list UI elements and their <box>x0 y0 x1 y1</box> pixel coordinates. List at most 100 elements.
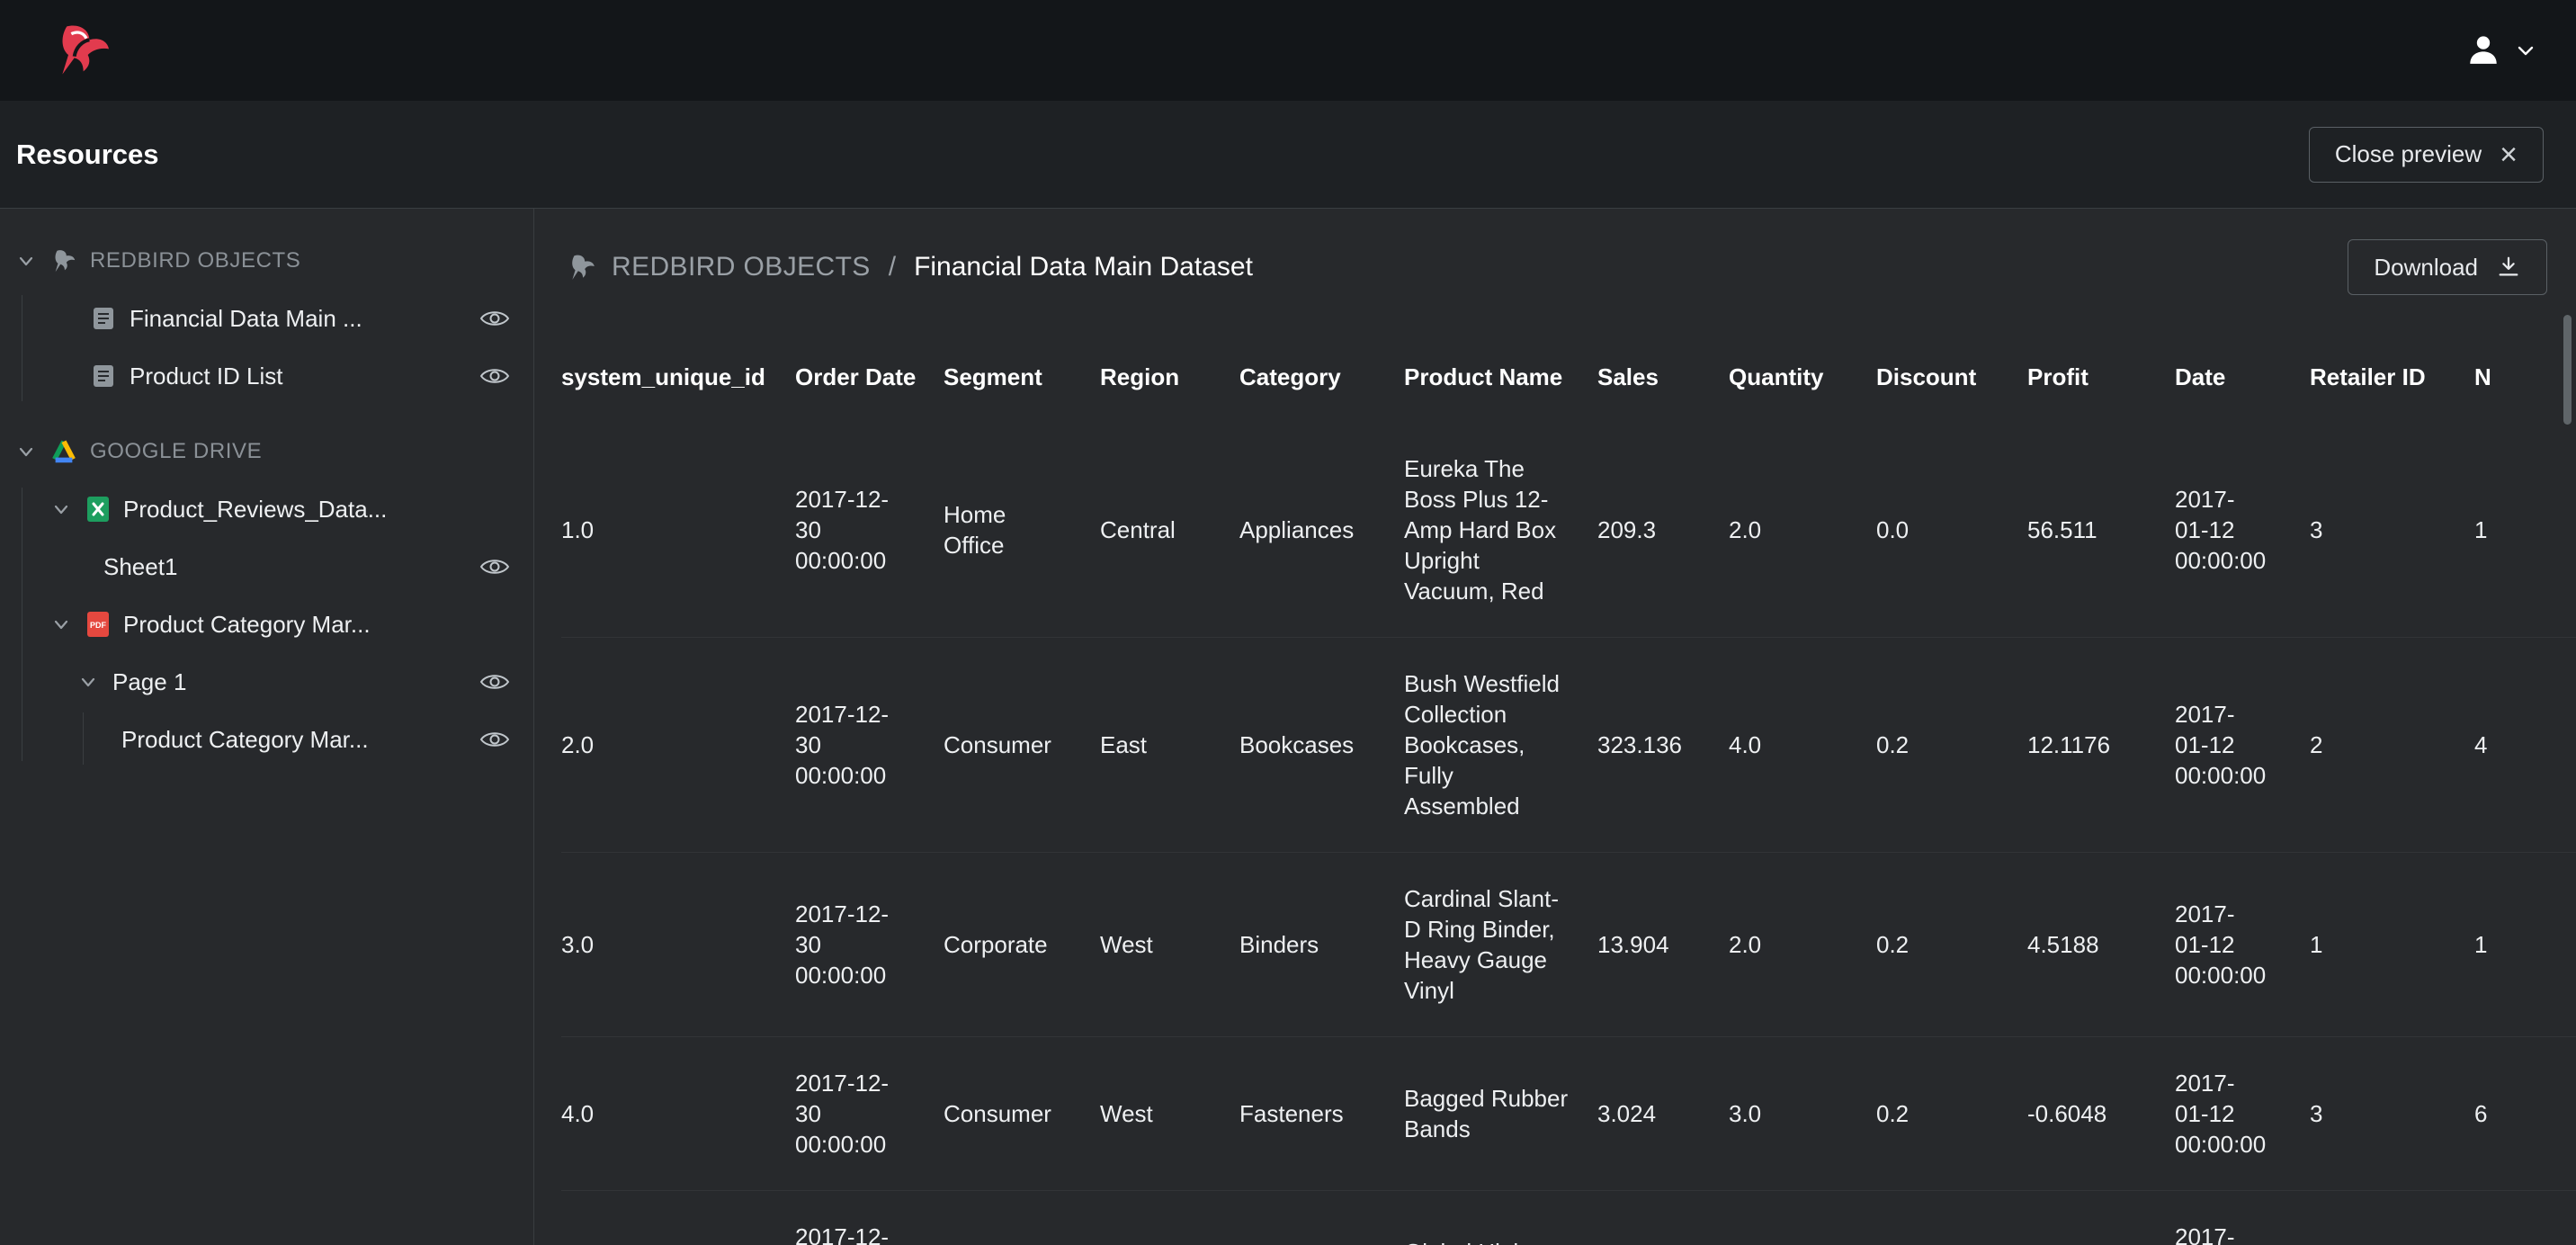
column-header: Category <box>1239 363 1341 390</box>
breadcrumb-separator: / <box>888 252 897 282</box>
table-header-row: system_unique_id Order Date Segment Regi… <box>561 326 2576 423</box>
table-cell: 323.136 <box>1597 637 1729 853</box>
tree-item-product-category-pdf[interactable]: PDF Product Category Mar... <box>0 596 533 653</box>
eye-icon <box>479 732 510 747</box>
resource-tree: REDBIRD OBJECTS Financial Data Main ... … <box>0 209 534 1245</box>
tree-section-label: REDBIRD OBJECTS <box>90 248 301 273</box>
preview-toggle[interactable] <box>479 364 510 388</box>
breadcrumb: REDBIRD OBJECTS / Financial Data Main Da… <box>567 252 1253 282</box>
preview-panel: REDBIRD OBJECTS / Financial Data Main Da… <box>534 209 2576 1245</box>
pdf-icon: PDF <box>87 612 109 637</box>
table-cell: 12.1176 <box>2027 637 2175 853</box>
user-menu[interactable] <box>2464 31 2536 69</box>
eye-icon <box>479 369 510 383</box>
table-cell: Bagged Rubber Bands <box>1404 1036 1597 1191</box>
table-cell: -0.6048 <box>2027 1036 2175 1191</box>
preview-header: REDBIRD OBJECTS / Financial Data Main Da… <box>534 209 2576 326</box>
table-cell: 3.0 <box>1729 1036 1876 1191</box>
preview-toggle[interactable] <box>479 555 510 578</box>
table-cell <box>1100 1190 1239 1245</box>
table-cell: 4.0 <box>561 1036 795 1191</box>
table-cell: Appliances <box>1239 516 1355 543</box>
table-cell <box>1597 1190 1729 1245</box>
hummingbird-logo[interactable] <box>50 23 113 77</box>
breadcrumb-root[interactable]: REDBIRD OBJECTS <box>612 252 871 282</box>
data-table: system_unique_id Order Date Segment Regi… <box>561 326 2576 1245</box>
table-row: 4.0 2017-12-30 00:00:00 Consumer West Fa… <box>561 1036 2576 1191</box>
table-cell: 3.0 <box>561 852 795 1037</box>
bird-icon <box>55 250 76 273</box>
table-cell: 2017-01-12 00:00:00 <box>2175 486 2267 574</box>
column-header: Retailer ID <box>2310 363 2426 390</box>
tree-item-financial-data-main[interactable]: Financial Data Main ... <box>0 290 533 347</box>
table-cell: 1 <box>2474 516 2488 543</box>
table-cell <box>2474 1190 2576 1245</box>
table-cell: West <box>1100 1036 1239 1191</box>
column-header: Profit <box>2027 363 2089 390</box>
tree-item-product-category-page[interactable]: Product Category Mar... <box>0 711 533 768</box>
tree-item-product-id-list[interactable]: Product ID List <box>0 347 533 405</box>
tree-section-redbird-objects[interactable]: REDBIRD OBJECTS <box>0 232 533 290</box>
column-header: Region <box>1100 363 1180 390</box>
column-header: Date <box>2175 363 2226 390</box>
table-cell: Cardinal Slant-D Ring Binder, Heavy Gaug… <box>1404 852 1597 1037</box>
table-cell <box>2310 1190 2474 1245</box>
breadcrumb-current: Financial Data Main Dataset <box>914 252 1253 282</box>
table-cell <box>944 1190 1100 1245</box>
tree-item-sheet1[interactable]: Sheet1 <box>0 538 533 596</box>
content-area: REDBIRD OBJECTS Financial Data Main ... … <box>0 209 2576 1245</box>
column-header: N <box>2474 363 2491 390</box>
drive-icon <box>52 440 76 463</box>
table-cell <box>1239 1190 1404 1245</box>
download-icon <box>2499 256 2518 276</box>
preview-toggle[interactable] <box>479 728 510 751</box>
vertical-scrollbar-thumb[interactable] <box>2563 315 2572 425</box>
preview-toggle[interactable] <box>479 307 510 330</box>
tree-item-label: Product Category Mar... <box>121 725 369 753</box>
chevron-down-icon[interactable] <box>76 670 100 694</box>
chevron-down-icon[interactable] <box>14 249 38 273</box>
table-cell: 1 <box>2474 852 2576 1037</box>
column-header: Discount <box>1876 363 1977 390</box>
eye-icon <box>479 311 510 326</box>
table-cell: 209.3 <box>1597 516 1657 543</box>
table-cell: 0.2 <box>1876 637 2027 853</box>
table-cell <box>561 1190 795 1245</box>
table-cell: 4.5188 <box>2027 852 2175 1037</box>
preview-toggle[interactable] <box>479 670 510 694</box>
close-preview-button[interactable]: Close preview × <box>2308 126 2544 183</box>
table-cell <box>2027 1190 2175 1245</box>
table-cell: 1 <box>2310 852 2474 1037</box>
column-header: Sales <box>1597 363 1659 390</box>
tree-item-page-1[interactable]: Page 1 <box>0 653 533 711</box>
tree-item-label: Sheet1 <box>103 552 178 580</box>
chevron-down-icon[interactable] <box>49 613 73 636</box>
table-cell: 4 <box>2474 637 2576 853</box>
table-cell <box>1876 1190 2027 1245</box>
download-button[interactable]: Download <box>2348 239 2547 295</box>
close-icon: × <box>2500 137 2518 172</box>
table-cell: 2017-01-12 00:00:00 <box>2175 1036 2310 1191</box>
chevron-down-icon[interactable] <box>49 497 73 521</box>
table-cell: Central <box>1100 516 1176 543</box>
table-cell: 1.0 <box>561 516 595 543</box>
table-cell: 3 <box>2310 1036 2474 1191</box>
table-cell: Consumer <box>944 637 1100 853</box>
column-header: Quantity <box>1729 363 1824 390</box>
column-header: Order Date <box>795 363 917 390</box>
tree-item-product-reviews-data[interactable]: Product_Reviews_Data... <box>0 480 533 538</box>
table-cell: 2017-12-30 00:00:00 <box>795 1190 944 1245</box>
table-cell: Global High-Back Leather <box>1404 1190 1597 1245</box>
table-cell: 2017-12-30 00:00:00 <box>795 852 944 1037</box>
app-topbar <box>0 0 2576 101</box>
tree-section-google-drive[interactable]: GOOGLE DRIVE <box>0 423 533 480</box>
tree-item-label: Page 1 <box>112 667 187 695</box>
download-label: Download <box>2374 253 2478 281</box>
data-table-container: system_unique_id Order Date Segment Regi… <box>534 326 2576 1245</box>
table-cell: 3.024 <box>1597 1036 1729 1191</box>
chevron-down-icon[interactable] <box>14 440 38 463</box>
spreadsheet-icon <box>87 497 109 522</box>
table-cell: 2 <box>2310 637 2474 853</box>
table-cell: Consumer <box>944 1036 1100 1191</box>
tree-item-label: Product_Reviews_Data... <box>123 495 388 523</box>
